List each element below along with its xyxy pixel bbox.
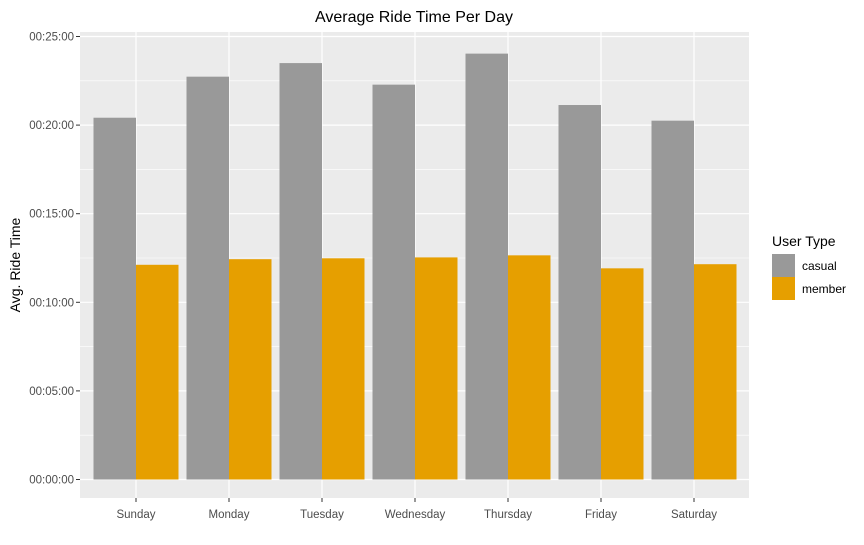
- x-axis: Sunday Monday Tuesday Wednesday Thursday Frid…: [116, 498, 717, 521]
- bar-member-thursday: [508, 255, 551, 480]
- x-tick-label: Tuesday: [300, 509, 344, 521]
- legend-title: User Type: [772, 233, 836, 249]
- x-tick-label: Friday: [585, 509, 617, 521]
- bar-member-sunday: [136, 264, 179, 480]
- x-tick-label: Thursday: [484, 509, 532, 521]
- y-tick-label: 00:15:00: [29, 209, 74, 221]
- y-tick-label: 00:00:00: [29, 475, 74, 487]
- legend-label-member: member: [802, 282, 846, 296]
- legend-key-casual: [772, 254, 795, 277]
- bar-casual-wednesday: [372, 84, 415, 480]
- bar-casual-sunday: [93, 117, 136, 480]
- y-axis: 00:00:00 00:05:00 00:10:00 00:15:00 00:20:00…: [29, 32, 80, 487]
- y-axis-title: Avg. Ride Time: [7, 217, 23, 312]
- legend-label-casual: casual: [802, 259, 837, 273]
- y-tick-label: 00:20:00: [29, 120, 74, 132]
- y-tick-label: 00:25:00: [29, 32, 74, 44]
- bar-member-friday: [601, 268, 644, 480]
- chart-title: Average Ride Time Per Day: [315, 9, 513, 26]
- bar-member-tuesday: [322, 258, 365, 480]
- y-tick-label: 00:10:00: [29, 297, 74, 309]
- legend: User Type casual member: [772, 233, 846, 300]
- x-tick-label: Saturday: [671, 509, 717, 521]
- x-tick-label: Monday: [209, 509, 250, 521]
- bar-casual-tuesday: [279, 63, 322, 480]
- x-tick-label: Sunday: [116, 509, 155, 521]
- bar-casual-thursday: [465, 53, 508, 480]
- legend-key-member: [772, 277, 795, 300]
- bar-member-wednesday: [415, 257, 458, 480]
- x-tick-label: Wednesday: [385, 509, 446, 521]
- bar-member-saturday: [694, 264, 737, 480]
- bar-member-monday: [229, 259, 272, 480]
- bar-casual-monday: [186, 76, 229, 480]
- y-tick-label: 00:05:00: [29, 386, 74, 398]
- bar-casual-friday: [558, 105, 601, 480]
- bar-casual-saturday: [651, 120, 694, 480]
- bars: [93, 53, 737, 480]
